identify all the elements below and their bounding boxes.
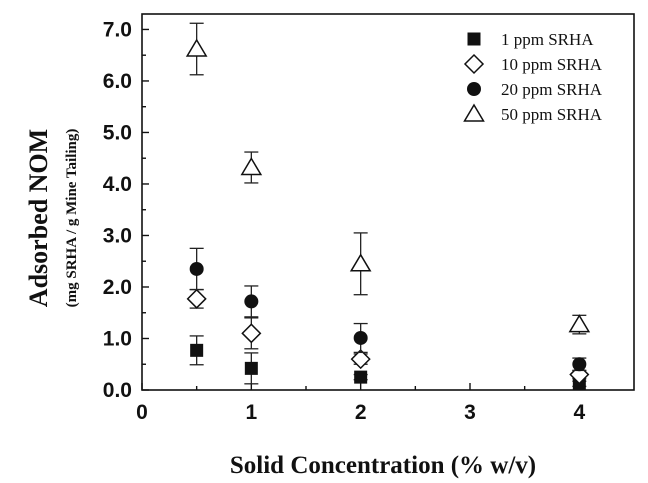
y-tick-label: 6.0 xyxy=(103,70,132,93)
y-tick-label: 1.0 xyxy=(103,327,132,350)
series-3 xyxy=(189,247,587,372)
y-tick-label: 5.0 xyxy=(103,121,132,144)
data-point xyxy=(350,349,371,370)
legend-label-4: 50 ppm SRHA xyxy=(501,105,603,124)
x-tick-label: 4 xyxy=(573,401,585,424)
data-point xyxy=(244,361,258,375)
data-point xyxy=(240,157,263,176)
data-point xyxy=(241,323,262,344)
legend-marker-4 xyxy=(463,103,485,122)
legend-label-2: 10 ppm SRHA xyxy=(501,55,603,74)
x-axis-label: Solid Concentration (% w/v) xyxy=(230,452,536,479)
legend-label-3: 20 ppm SRHA xyxy=(501,80,603,99)
y-axis-label: Adsorbed NOM xyxy=(24,129,53,307)
y-tick-label: 4.0 xyxy=(103,173,132,196)
legend-marker-1 xyxy=(467,32,481,46)
legend-marker-2 xyxy=(463,53,485,75)
legend: 1 ppm SRHA 10 ppm SRHA 20 ppm SRHA 50 ppm S… xyxy=(463,30,603,124)
y-tick-label: 2.0 xyxy=(103,276,132,299)
y-tick-label: 7.0 xyxy=(103,18,132,41)
data-point xyxy=(572,357,587,372)
data-point xyxy=(349,253,372,272)
x-tick-label: 1 xyxy=(245,401,257,424)
y-axis-sublabel: (mg SRHA / g Mine Tailing) xyxy=(64,129,80,308)
y-tick-label: 0.0 xyxy=(103,379,132,402)
x-axis-ticks: 0 1 2 3 4 xyxy=(136,383,585,424)
x-tick-label: 3 xyxy=(464,401,476,424)
series-4 xyxy=(185,22,591,335)
legend-marker-3 xyxy=(467,82,481,96)
y-tick-label: 3.0 xyxy=(103,224,132,247)
data-point xyxy=(244,294,259,309)
data-point xyxy=(190,343,204,357)
plot-frame xyxy=(141,13,635,391)
series-1 xyxy=(189,335,587,391)
x-tick-label: 2 xyxy=(355,401,367,424)
data-point xyxy=(354,370,368,384)
x-tick-label: 0 xyxy=(136,401,148,424)
legend-label-1: 1 ppm SRHA xyxy=(501,30,594,49)
data-marks xyxy=(185,22,591,391)
data-point xyxy=(568,314,591,333)
plot-axes xyxy=(141,13,635,391)
data-point xyxy=(185,38,208,57)
data-point xyxy=(353,330,368,345)
data-point xyxy=(189,261,204,276)
y-axis-ticks: 0.0 1.0 2.0 3.0 4.0 5.0 6.0 7.0 xyxy=(103,18,149,402)
data-point xyxy=(186,288,207,309)
